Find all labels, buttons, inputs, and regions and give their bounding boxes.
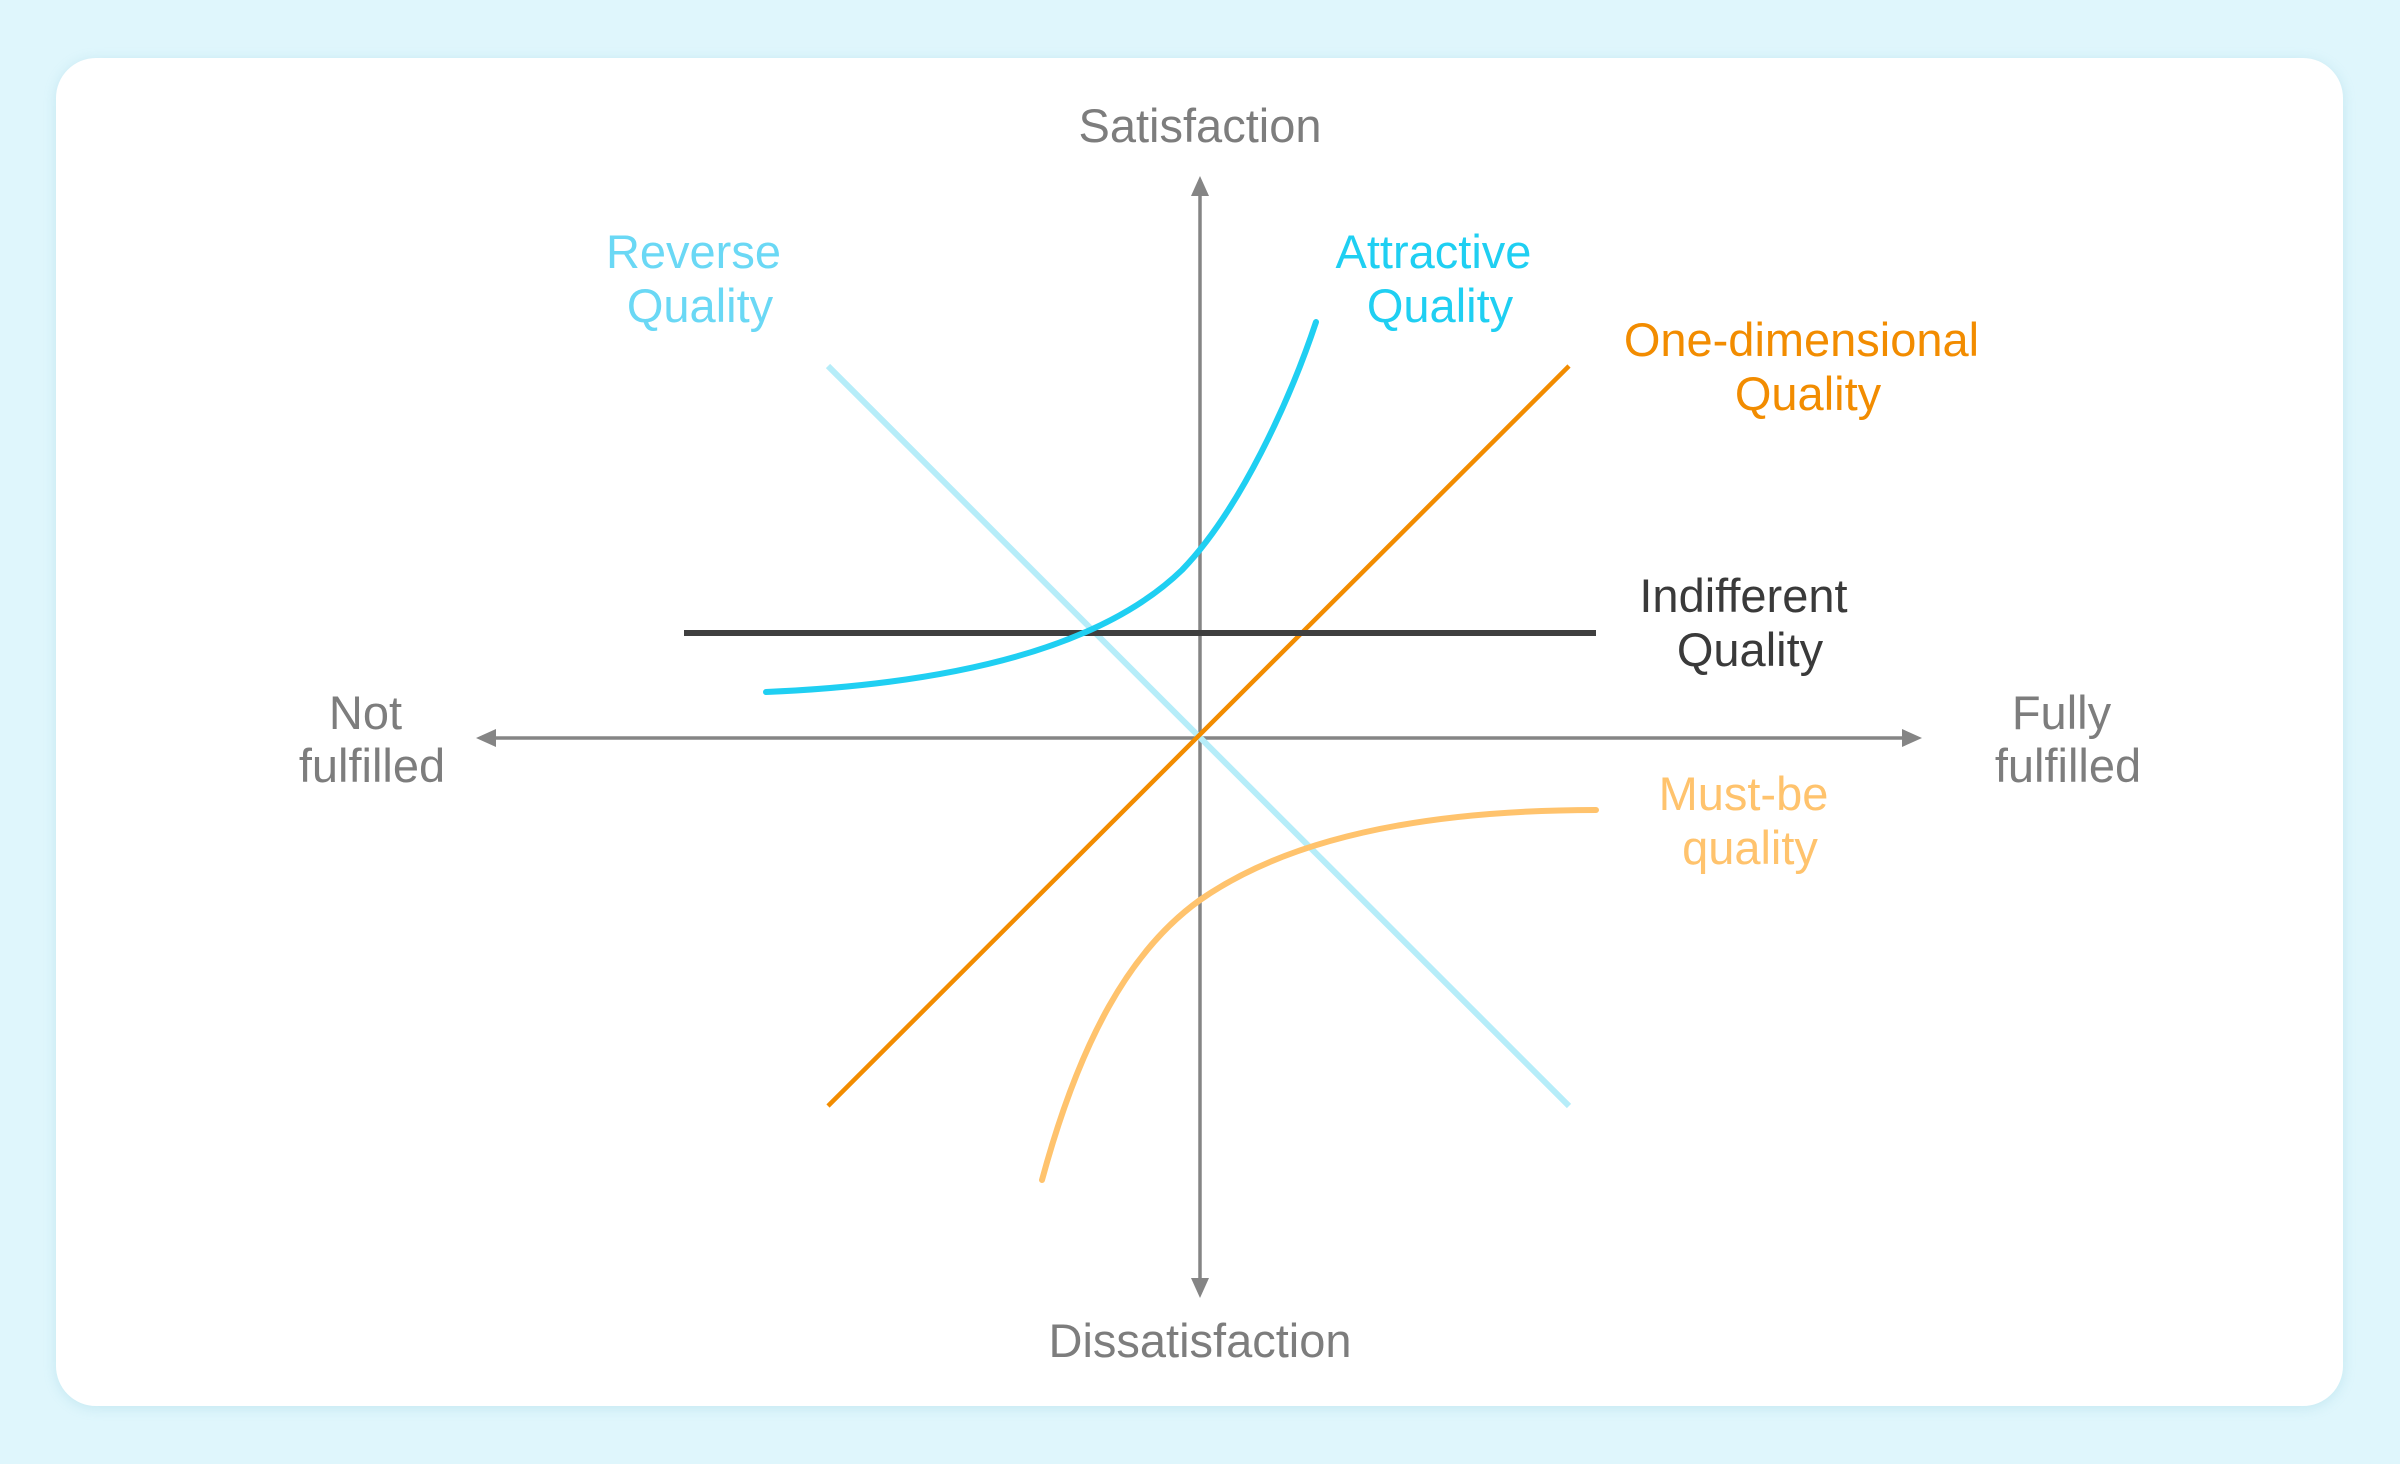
reverse-quality-line-2: Quality [627, 279, 774, 332]
one-dimensional-quality-line-2: Quality [1735, 367, 1882, 420]
reverse-quality-label: Reverse Quality [606, 225, 794, 332]
must-be-quality-label: Must-be quality [1659, 767, 1842, 874]
indifferent-quality-line-2: Quality [1677, 623, 1824, 676]
one-dimensional-quality-line-1: One-dimensional [1624, 313, 1979, 366]
dissatisfaction-label: Dissatisfaction [1049, 1314, 1352, 1367]
must-be-quality-line-1: Must-be [1659, 767, 1829, 820]
attractive-quality-label: Attractive Quality [1336, 225, 1545, 332]
attractive-quality-line-2: Quality [1367, 279, 1514, 332]
attractive-quality-curve [763, 319, 1319, 695]
not-fulfilled-line-1: Not [329, 686, 402, 739]
indifferent-quality-line-1: Indifferent [1639, 569, 1847, 622]
fully-fulfilled-line-2: fulfilled [1995, 739, 2141, 792]
reverse-quality-line-1: Reverse [606, 225, 781, 278]
must-be-quality-curve [1039, 807, 1599, 1183]
one-dimensional-quality-label: One-dimensional Quality [1624, 313, 1992, 420]
not-fulfilled-label: Not fulfilled [299, 686, 445, 792]
arrow-left-icon [476, 729, 496, 747]
attractive-quality-line-1: Attractive [1336, 225, 1532, 278]
one-dimensional-quality-line [826, 364, 1571, 1108]
fully-fulfilled-line-1: Fully [2012, 686, 2112, 739]
satisfaction-label: Satisfaction [1079, 99, 1322, 152]
must-be-quality-line-2: quality [1682, 821, 1818, 874]
arrow-right-icon [1902, 729, 1922, 747]
indifferent-quality-label: Indifferent Quality [1639, 569, 1860, 676]
arrow-up-icon [1191, 176, 1209, 196]
not-fulfilled-line-2: fulfilled [299, 739, 445, 792]
arrow-down-icon [1191, 1278, 1209, 1298]
fully-fulfilled-label: Fully fulfilled [1995, 686, 2141, 792]
